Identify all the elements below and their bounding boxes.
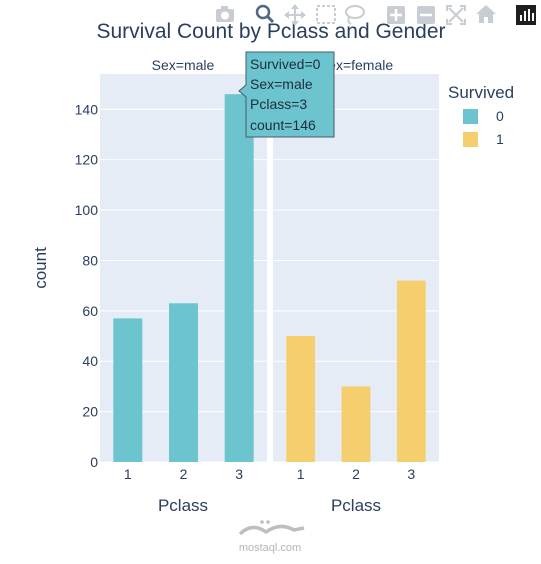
- zoom-icon[interactable]: [255, 4, 275, 24]
- legend-swatch-1: [463, 132, 478, 147]
- x-tick-labels: 1 2 3 1 2 3: [124, 466, 416, 482]
- legend-label-1: 1: [496, 131, 504, 147]
- chart-title: Survival Count by Pclass and Gender: [96, 20, 445, 43]
- watermark: mostaql.com: [238, 520, 305, 554]
- autoscale-icon[interactable]: [446, 5, 466, 25]
- facet-label-female: Sex=female: [319, 57, 394, 73]
- hover-tooltip: Survived=0 Sex=male Pclass=3 count=146: [238, 51, 335, 138]
- y-tick-label: 20: [82, 404, 98, 420]
- legend-label-0: 0: [496, 108, 504, 124]
- plotly-logo-icon[interactable]: [516, 5, 536, 25]
- x-tick-label: 2: [352, 466, 360, 482]
- bar-male-pclass-3-survived-0[interactable]: [224, 94, 254, 462]
- x-tick-label: 3: [407, 466, 415, 482]
- watermark-logo: [238, 524, 305, 536]
- tooltip-line-sex: Sex=male: [250, 76, 313, 92]
- y-tick-label: 80: [82, 252, 98, 268]
- y-axis-title: count: [31, 247, 50, 289]
- y-tick-label: 0: [90, 454, 98, 470]
- watermark-text: mostaql.com: [239, 542, 301, 554]
- legend-item-1[interactable]: 1: [463, 131, 504, 147]
- legend-swatch-0: [463, 109, 478, 124]
- modebar: [216, 4, 536, 26]
- x-tick-label: 1: [124, 466, 132, 482]
- legend-title: Survived: [448, 83, 514, 102]
- y-tick-label: 100: [75, 202, 99, 218]
- y-tick-label: 40: [82, 353, 98, 369]
- x-tick-label: 2: [180, 466, 188, 482]
- y-tick-label: 140: [75, 101, 99, 117]
- bar-female-pclass-1-survived-1[interactable]: [286, 336, 316, 462]
- x-axis-title-female: Pclass: [331, 496, 381, 515]
- tooltip-line-count: count=146: [250, 117, 316, 133]
- y-tick-labels: 0 20 40 60 80 100 120 140: [75, 101, 99, 470]
- x-axis-title-male: Pclass: [158, 496, 208, 515]
- y-tick-label: 60: [82, 303, 98, 319]
- legend: Survived 0 1: [448, 83, 514, 147]
- bar-male-pclass-2-survived-0[interactable]: [169, 303, 198, 462]
- bar-female-pclass-2-survived-1[interactable]: [341, 386, 371, 462]
- zoom-out-icon[interactable]: [417, 6, 435, 24]
- tooltip-box: [238, 51, 335, 138]
- x-tick-label: 1: [297, 466, 305, 482]
- bar-male-pclass-1-survived-0[interactable]: [113, 318, 143, 462]
- x-tick-label: 3: [235, 466, 243, 482]
- legend-item-0[interactable]: 0: [463, 108, 504, 124]
- camera-icon[interactable]: [216, 6, 234, 22]
- y-tick-label: 120: [75, 152, 99, 168]
- bar-female-pclass-3-survived-1[interactable]: [396, 280, 426, 462]
- bars: [113, 94, 426, 462]
- reset-axes-icon[interactable]: [476, 5, 496, 23]
- zoom-in-icon[interactable]: [387, 6, 405, 24]
- pan-icon[interactable]: [284, 4, 306, 26]
- facet-label-male: Sex=male: [152, 57, 215, 73]
- box-select-icon[interactable]: [316, 5, 336, 24]
- tooltip-line-survived: Survived=0: [250, 56, 321, 72]
- lasso-select-icon[interactable]: [345, 5, 365, 25]
- tooltip-line-pclass: Pclass=3: [250, 96, 307, 112]
